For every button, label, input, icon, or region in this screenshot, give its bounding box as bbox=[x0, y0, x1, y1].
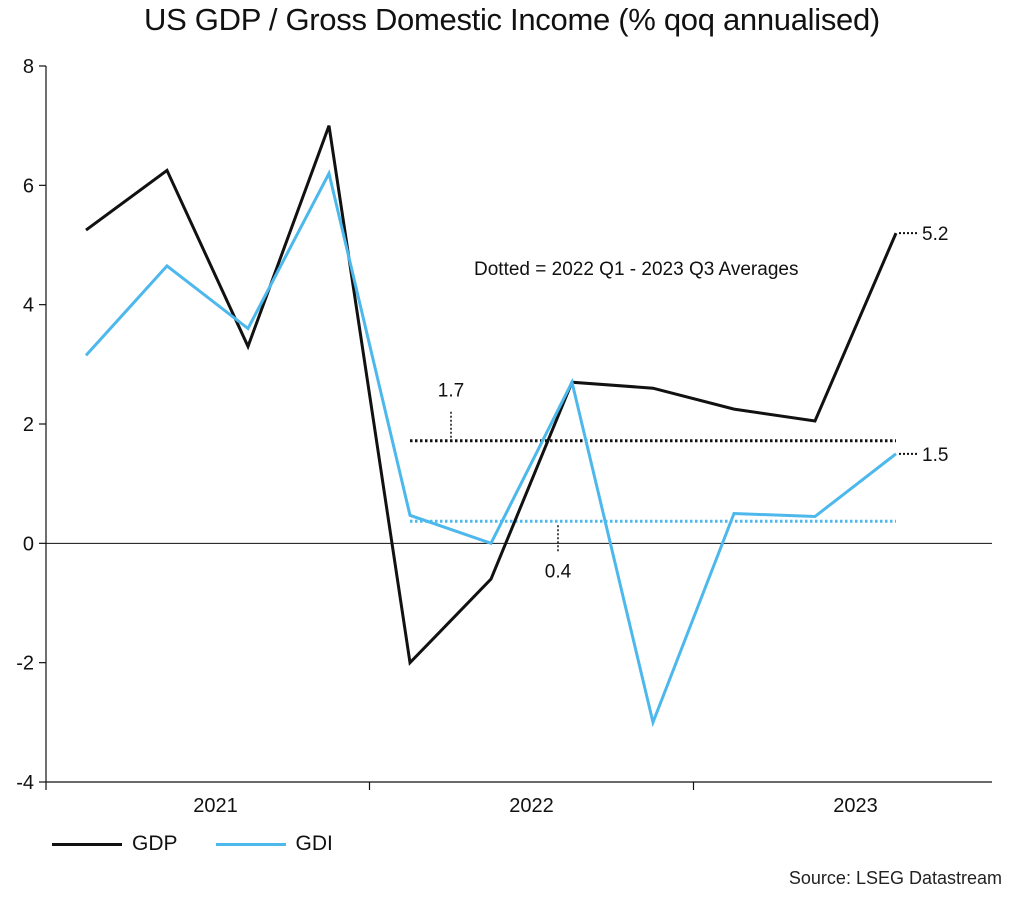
legend-item-gdi: GDI bbox=[215, 832, 333, 856]
y-tick-label: 8 bbox=[23, 56, 34, 78]
y-tick-label: -2 bbox=[16, 653, 34, 675]
legend-swatch-gdi bbox=[215, 842, 286, 846]
legend-item-gdp: GDP bbox=[52, 832, 178, 856]
average-label-gdi: 0.4 bbox=[545, 561, 572, 582]
series-line-gdi bbox=[84, 169, 897, 728]
source-note: Source: LSEG Datastream bbox=[788, 868, 1002, 888]
x-tick-label: 2021 bbox=[193, 795, 238, 817]
x-tick-label: 2022 bbox=[509, 795, 554, 817]
legend-label-gdp: GDP bbox=[132, 832, 178, 855]
chart-legend: GDP GDI bbox=[52, 832, 371, 856]
average-label-gdp: 1.7 bbox=[438, 381, 464, 402]
end-label-gdi: 1.5 bbox=[922, 445, 948, 466]
end-label-gdp: 5.2 bbox=[922, 224, 948, 245]
y-tick-label: -4 bbox=[16, 772, 34, 794]
chart-annotation: Dotted = 2022 Q1 - 2023 Q3 Averages bbox=[474, 259, 798, 280]
y-tick-label: 6 bbox=[23, 175, 34, 197]
legend-label-gdi: GDI bbox=[295, 832, 333, 855]
y-tick-label: 0 bbox=[23, 533, 34, 555]
legend-swatch-gdp bbox=[52, 842, 122, 846]
x-tick-label: 2023 bbox=[833, 795, 878, 817]
series-line-gdp bbox=[85, 125, 898, 666]
y-tick-label: 2 bbox=[23, 414, 34, 436]
y-tick-label: 4 bbox=[23, 295, 34, 317]
chart-title: US GDP / Gross Domestic Income (% qoq an… bbox=[144, 2, 880, 37]
